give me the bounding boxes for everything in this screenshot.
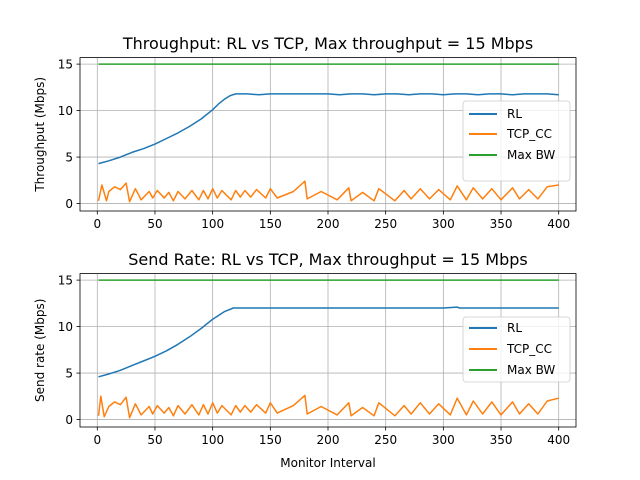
x-tick-label: 50 (147, 433, 162, 447)
throughput-panel: 0 50 100 150 200 250 300 350 400 0 5 10 15 Throughpu… (33, 34, 577, 231)
send-rate-legend-box (462, 316, 571, 383)
x-tick-label: 250 (374, 217, 397, 231)
send-rate-x-axis-label: Monitor Interval (280, 456, 375, 470)
x-tick-label: 350 (490, 217, 513, 231)
throughput-series-line-rl (98, 93, 559, 165)
x-tick-label: 150 (259, 217, 282, 231)
legend-label-rl: RL (507, 321, 522, 335)
throughput-legend-box (462, 100, 571, 182)
x-tick-label: 100 (201, 217, 224, 231)
throughput-series-line-tcp-cc (97, 180, 559, 203)
send-rate-series (97, 279, 559, 419)
x-tick-label: 300 (432, 433, 455, 447)
legend-label-max-bw: Max BW (507, 363, 555, 377)
x-tick-label: 400 (547, 217, 570, 231)
x-tick-label: 200 (317, 217, 340, 231)
x-tick-label: 350 (490, 433, 513, 447)
x-tick-label: 250 (374, 433, 397, 447)
throughput-y-axis-label: Throughput (Mbps) (33, 77, 47, 193)
x-tick-label: 150 (259, 433, 282, 447)
throughput-ticks: 0 50 100 150 200 250 300 350 400 0 5 10 15 (58, 58, 570, 231)
x-tick-label: 200 (317, 433, 340, 447)
y-tick-label: 15 (58, 274, 73, 288)
y-tick-label: 5 (65, 151, 73, 165)
y-tick-label: 15 (58, 58, 73, 72)
y-tick-label: 10 (58, 320, 73, 334)
y-tick-label: 0 (65, 197, 73, 211)
y-tick-label: 5 (65, 367, 73, 381)
y-tick-label: 0 (65, 413, 73, 427)
y-tick-label: 10 (58, 104, 73, 118)
send-rate-legend: RL TCP_CC Max BW (462, 316, 571, 383)
send-rate-chart-title: Send Rate: RL vs TCP, Max throughput = 1… (128, 250, 527, 269)
x-tick-label: 0 (93, 217, 101, 231)
send-rate-series-line-rl (98, 306, 559, 378)
throughput-chart-title: Throughput: RL vs TCP, Max throughput = … (122, 34, 533, 53)
send-rate-panel: 0 50 100 150 200 250 300 350 400 0 5 10 15 Send Rate… (33, 250, 577, 470)
throughput-legend: RL TCP_CC Max BW (462, 100, 571, 182)
send-rate-y-axis-label: Send rate (Mbps) (33, 299, 47, 402)
x-tick-label: 0 (93, 433, 101, 447)
legend-label-rl: RL (507, 107, 522, 121)
x-tick-label: 400 (547, 433, 570, 447)
throughput-series (97, 63, 559, 203)
x-tick-label: 300 (432, 217, 455, 231)
legend-label-tcp-cc: TCP_CC (506, 127, 552, 141)
legend-label-max-bw: Max BW (507, 148, 555, 162)
legend-label-tcp-cc: TCP_CC (506, 342, 552, 356)
x-tick-label: 100 (201, 433, 224, 447)
send-rate-series-line-tcp-cc (97, 394, 559, 419)
send-rate-ticks: 0 50 100 150 200 250 300 350 400 0 5 10 15 (58, 274, 570, 447)
x-tick-label: 50 (147, 217, 162, 231)
